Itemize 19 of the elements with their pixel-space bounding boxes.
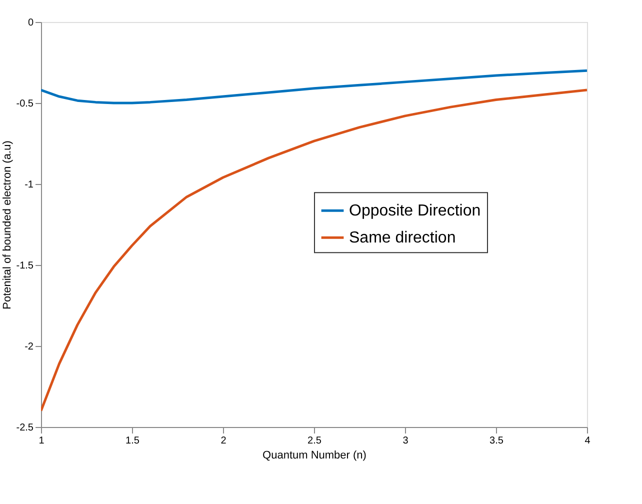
x-tick-label: 2.5 [308,436,322,446]
y-tick-label: -1.5 [16,260,34,272]
y-tick-label: -2 [24,342,34,352]
x-tick-label: 2 [220,436,227,446]
line-series [41,88,587,412]
y-axis-title: Potenital of bounded electron (a.u) [1,140,14,310]
legend-label: Same direction [349,230,456,247]
x-axis-title: Quantum Number (n) [262,450,366,462]
y-tick-label: -1 [24,180,34,190]
x-tick-label: 4 [584,436,591,446]
x-tick-label: 1.5 [126,436,140,446]
x-tick-label: 1 [38,436,45,446]
x-tick-label: 3.5 [490,436,504,446]
line-series [41,69,587,104]
y-tick-label: -2.5 [16,422,34,434]
y-tick-label: 0 [28,18,34,28]
legend-label: Opposite Direction [349,202,481,220]
x-tick-label: 3 [402,436,409,446]
y-tick-label: -0.5 [16,98,34,110]
